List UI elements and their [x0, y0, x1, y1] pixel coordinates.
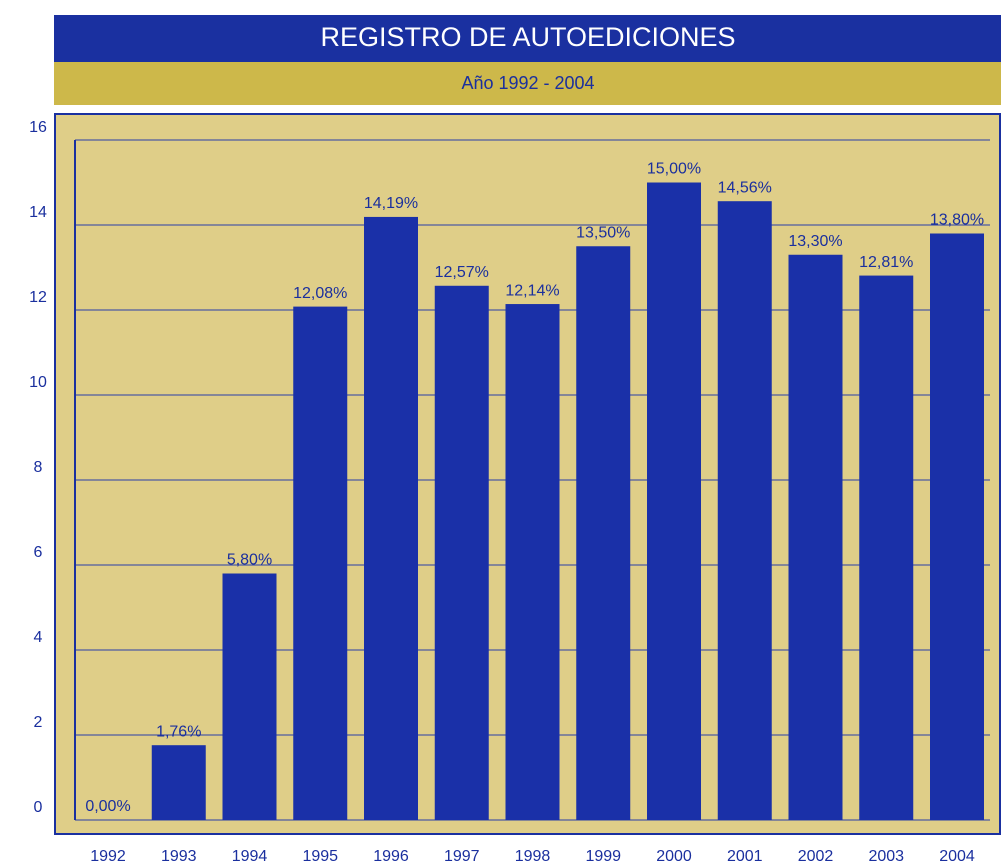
- y-tick-label: 6: [34, 544, 43, 561]
- x-tick-label: 2002: [798, 848, 834, 865]
- bar: [151, 745, 206, 820]
- data-label: 12,08%: [293, 285, 347, 302]
- y-tick-label: 0: [34, 799, 43, 816]
- bar: [717, 201, 772, 820]
- bar: [434, 285, 489, 820]
- data-label: 14,56%: [718, 179, 772, 196]
- x-tick-label: 1993: [161, 848, 197, 865]
- bar: [576, 246, 631, 820]
- data-label: 12,14%: [505, 282, 559, 299]
- data-label: 1,76%: [156, 723, 201, 740]
- bar: [859, 275, 914, 820]
- data-label: 12,57%: [435, 264, 489, 281]
- chart-subtitle: Año 1992 - 2004: [461, 73, 594, 93]
- bar: [505, 304, 560, 820]
- bar: [364, 216, 418, 821]
- x-tick-label: 1996: [373, 848, 409, 865]
- x-tick-label: 2001: [727, 848, 763, 865]
- data-label: 14,19%: [364, 195, 418, 212]
- x-tick-label: 2004: [939, 848, 975, 865]
- data-label: 13,30%: [788, 233, 842, 250]
- subtitle-band: [54, 62, 1001, 105]
- chart-title: REGISTRO DE AUTOEDICIONES: [320, 22, 735, 52]
- data-label: 5,80%: [227, 552, 272, 569]
- y-tick-label: 10: [29, 374, 47, 391]
- x-tick-label: 1999: [585, 848, 621, 865]
- x-tick-label: 1994: [232, 848, 268, 865]
- data-label: 0,00%: [85, 798, 130, 815]
- data-label: 12,81%: [859, 254, 913, 271]
- bar: [930, 233, 984, 820]
- x-tick-label: 1997: [444, 848, 480, 865]
- y-tick-label: 12: [29, 289, 47, 306]
- y-tick-label: 14: [29, 204, 47, 221]
- y-tick-label: 2: [34, 714, 43, 731]
- x-tick-label: 1995: [302, 848, 338, 865]
- y-tick-label: 8: [34, 459, 43, 476]
- x-tick-label: 2000: [656, 848, 692, 865]
- y-tick-label: 16: [29, 119, 47, 136]
- bar: [293, 306, 348, 821]
- bar: [222, 573, 277, 820]
- data-label: 13,80%: [930, 212, 984, 229]
- x-tick-label: 2003: [868, 848, 904, 865]
- bar: [647, 182, 701, 820]
- y-tick-label: 4: [34, 629, 43, 646]
- x-tick-label: 1998: [515, 848, 551, 865]
- x-tick-label: 1992: [90, 848, 126, 865]
- data-label: 15,00%: [647, 161, 701, 178]
- data-label: 13,50%: [576, 224, 630, 241]
- title-band: [54, 15, 1001, 62]
- bar: [788, 254, 843, 820]
